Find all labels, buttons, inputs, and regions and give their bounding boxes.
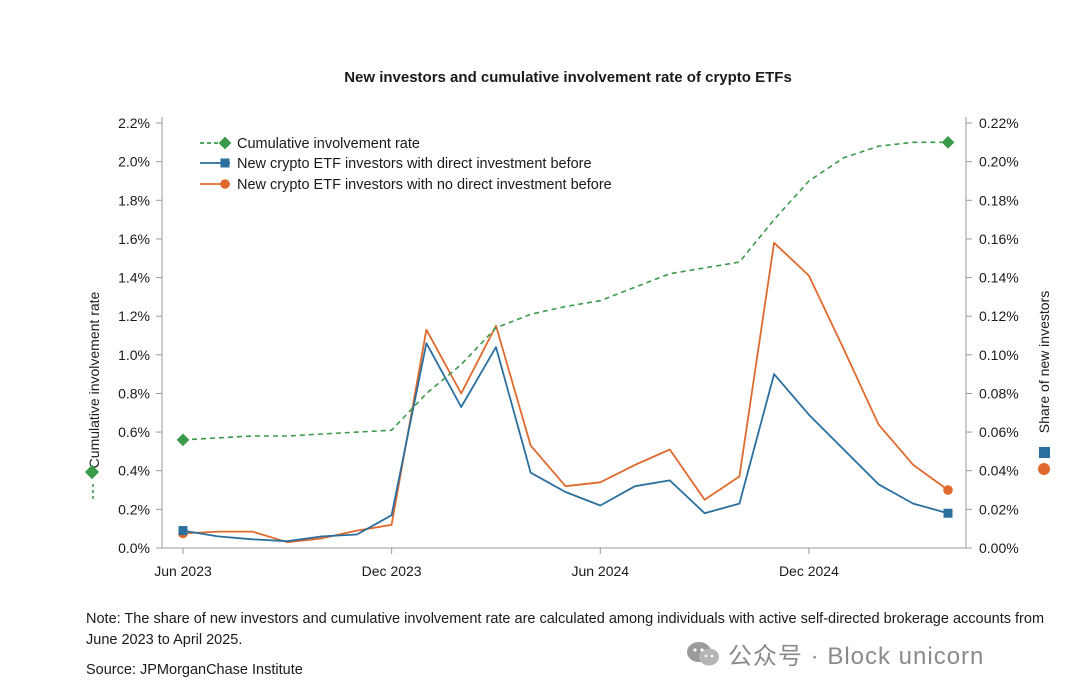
left-tick-label: 2.0% (118, 154, 150, 170)
left-axis-title: Cumulative involvement rate (86, 291, 102, 468)
right-tick-label: 0.14% (979, 270, 1019, 286)
right-tick-label: 0.12% (979, 308, 1019, 324)
wechat-icon (687, 641, 719, 665)
series-marker-square (943, 508, 953, 518)
right-tick-label: 0.10% (979, 347, 1019, 363)
right-tick-label: 0.06% (979, 424, 1019, 440)
legend-label-2: New crypto ETF investors with no direct … (237, 177, 612, 193)
footnote: Note: The share of new investors and cum… (86, 611, 1045, 648)
right-tick-label: 0.04% (979, 463, 1019, 479)
source-text: Source: JPMorganChase Institute (86, 662, 303, 678)
legend-square-icon (220, 158, 230, 168)
right-tick-label: 0.22% (979, 115, 1019, 131)
left-tick-label: 1.0% (118, 347, 150, 363)
series-marker-square (178, 526, 188, 536)
x-tick-label: Jun 2023 (154, 563, 212, 579)
right-axis-square-icon (1039, 447, 1050, 458)
series-line-1 (182, 342, 949, 543)
left-axis-title-group: Cumulative involvement rate (84, 291, 102, 500)
right-tick-label: 0.16% (979, 231, 1019, 247)
axes: 0.0% 0.2% 0.4% 0.6% 0.8% 1.0% 1.2% 1.4% 1.6% 1.8%… (118, 115, 1019, 579)
x-tick-label: Dec 2024 (779, 563, 839, 579)
left-tick-label: 0.4% (118, 463, 150, 479)
left-tick-label: 1.2% (118, 308, 150, 324)
left-axis-diamond-icon (84, 464, 100, 480)
left-tick-label: 0.2% (118, 501, 150, 517)
left-tick-label: 1.4% (118, 270, 150, 286)
left-tick-label: 1.6% (118, 231, 150, 247)
x-tick-label: Jun 2024 (571, 563, 629, 579)
legend: Cumulative involvement rate New crypto ET… (200, 136, 612, 193)
left-tick-label: 0.6% (118, 424, 150, 440)
watermark: 公众号 · Block unicorn (686, 636, 984, 671)
watermark-text: 公众号 · Block unicorn (728, 643, 985, 670)
left-tick-label: 0.8% (118, 385, 150, 401)
legend-circle-icon (220, 179, 230, 189)
right-tick-label: 0.08% (979, 385, 1019, 401)
series-marker-diamond (176, 433, 190, 447)
plot-series (176, 135, 955, 544)
right-tick-label: 0.20% (979, 154, 1019, 170)
series-line-0 (182, 141, 948, 441)
right-axis-title: Share of new investors (1036, 291, 1052, 433)
legend-label-1: New crypto ETF investors with direct inv… (237, 156, 592, 172)
left-tick-label: 0.0% (118, 540, 150, 556)
right-axis-circle-icon (1038, 463, 1050, 475)
legend-label-0: Cumulative involvement rate (237, 136, 420, 152)
right-tick-label: 0.18% (979, 192, 1019, 208)
chart-title: New investors and cumulative involvement… (344, 69, 792, 86)
left-tick-label: 2.2% (118, 115, 150, 131)
legend-diamond-icon (218, 136, 232, 150)
right-tick-label: 0.02% (979, 501, 1019, 517)
series-line-2 (182, 241, 949, 544)
left-tick-label: 1.8% (118, 192, 150, 208)
right-tick-label: 0.00% (979, 540, 1019, 556)
chart-area: New investors and cumulative involvement… (84, 69, 1052, 579)
series-marker-diamond (941, 135, 955, 149)
right-axis-title-group: Share of new investors (1036, 291, 1052, 475)
x-tick-label: Dec 2023 (362, 563, 422, 579)
series-marker-circle (943, 485, 953, 495)
